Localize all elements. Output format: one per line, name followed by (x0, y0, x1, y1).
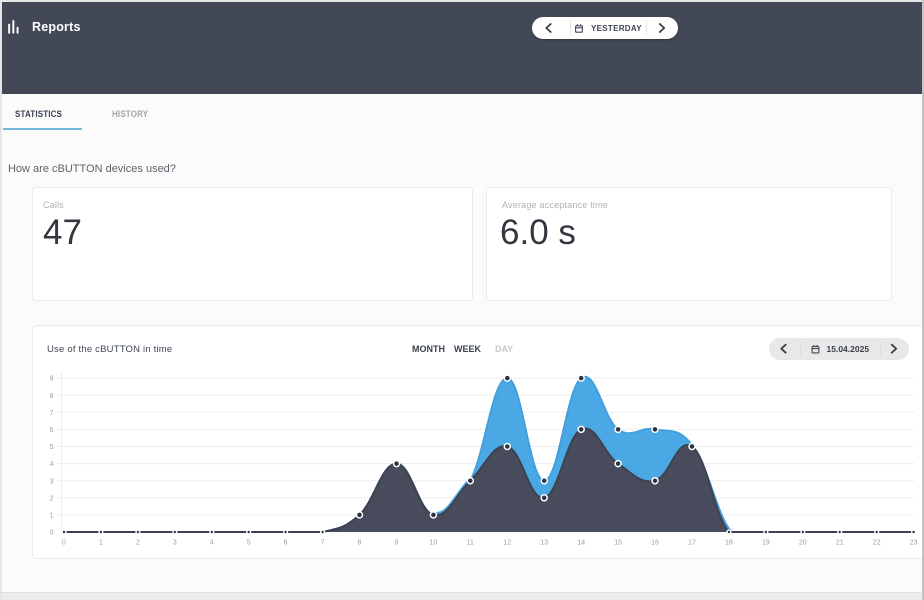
svg-text:16: 16 (651, 540, 659, 547)
svg-text:7: 7 (50, 410, 54, 417)
svg-text:17: 17 (688, 540, 696, 547)
svg-text:11: 11 (467, 540, 474, 547)
svg-text:19: 19 (762, 540, 770, 547)
svg-text:14: 14 (577, 540, 585, 547)
svg-text:6: 6 (50, 427, 54, 434)
svg-text:22: 22 (873, 540, 881, 547)
svg-text:15: 15 (614, 540, 622, 547)
svg-text:8: 8 (358, 540, 362, 547)
svg-text:4: 4 (50, 461, 54, 468)
svg-text:21: 21 (836, 540, 844, 547)
svg-text:0: 0 (50, 530, 54, 537)
svg-text:2: 2 (136, 540, 140, 547)
svg-text:5: 5 (247, 540, 251, 547)
svg-text:5: 5 (50, 444, 54, 451)
svg-text:9: 9 (395, 540, 399, 547)
svg-text:23: 23 (910, 540, 918, 547)
svg-text:12: 12 (503, 540, 511, 547)
svg-text:2: 2 (50, 495, 54, 502)
svg-text:3: 3 (173, 540, 177, 547)
svg-text:18: 18 (725, 540, 733, 547)
svg-text:13: 13 (540, 540, 548, 547)
svg-text:3: 3 (50, 478, 54, 485)
svg-text:1: 1 (50, 513, 54, 520)
svg-text:7: 7 (321, 540, 325, 547)
svg-text:1: 1 (99, 540, 103, 547)
svg-text:6: 6 (284, 540, 288, 547)
svg-text:8: 8 (50, 393, 54, 400)
svg-text:10: 10 (430, 540, 438, 547)
svg-text:9: 9 (50, 376, 54, 383)
svg-text:20: 20 (799, 540, 807, 547)
svg-text:0: 0 (62, 540, 66, 547)
svg-text:4: 4 (210, 540, 214, 547)
